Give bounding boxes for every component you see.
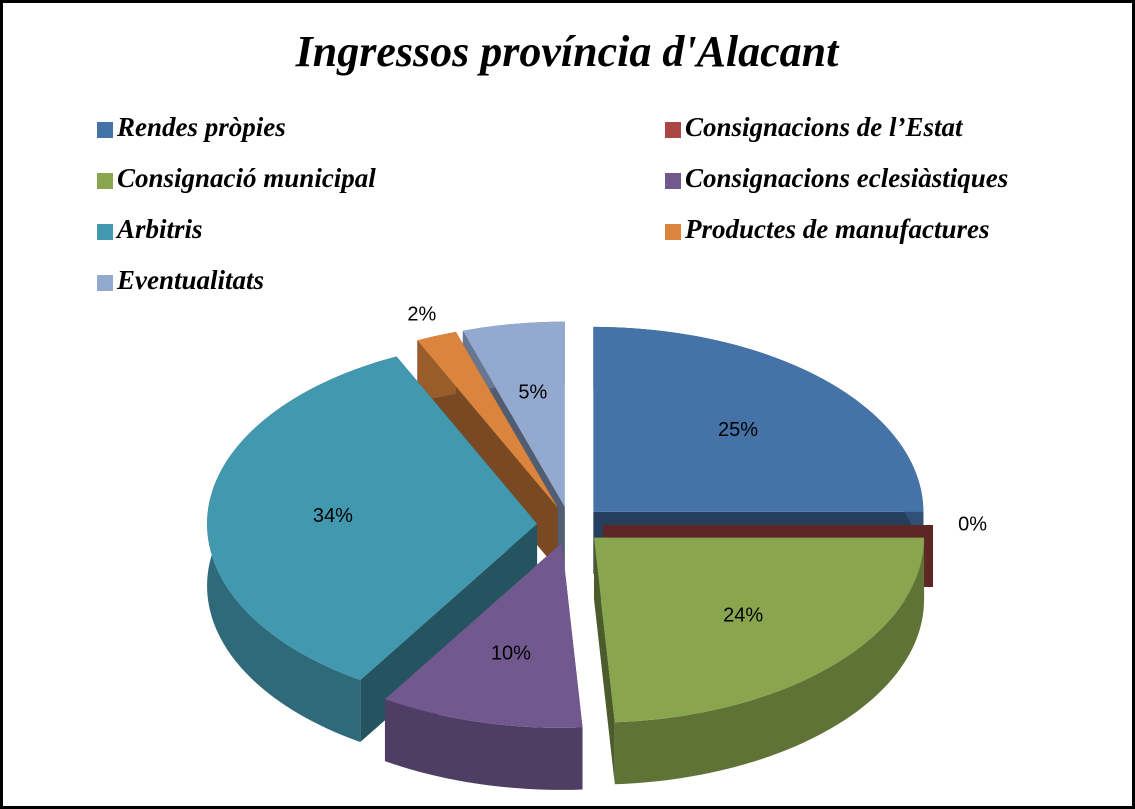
slice-top xyxy=(384,542,583,728)
legend-swatch xyxy=(97,173,113,189)
legend-label: Productes de manufactures xyxy=(684,214,990,244)
chart-title: Ingressos província d'Alacant xyxy=(295,27,841,76)
legend-swatch xyxy=(665,122,681,138)
legend-swatch xyxy=(97,275,113,291)
legend-label: Eventualitats xyxy=(116,265,264,295)
slice-side xyxy=(594,537,615,785)
slice xyxy=(207,356,538,743)
legend-label: Consignació municipal xyxy=(117,163,376,193)
data-label: 5% xyxy=(518,382,547,404)
data-label: 34% xyxy=(313,505,353,527)
slice xyxy=(594,537,925,785)
slice-top xyxy=(593,326,924,512)
legend-swatch xyxy=(665,224,681,240)
slice-top xyxy=(417,331,558,508)
slice-wall xyxy=(384,699,583,790)
slice-top xyxy=(207,356,538,681)
data-label: 25% xyxy=(718,419,758,441)
legend-label: Consignacions eclesiàstiques xyxy=(685,163,1008,193)
legend-label: Consignacions de l’Estat xyxy=(685,112,964,142)
data-label: 2% xyxy=(407,303,436,325)
data-label: 24% xyxy=(723,604,763,626)
legend-swatch xyxy=(97,224,113,240)
data-label: 10% xyxy=(491,642,531,664)
legend-label: Arbitris xyxy=(115,214,203,244)
data-label: 0% xyxy=(958,513,987,535)
legend-swatch xyxy=(665,173,681,189)
slice-top xyxy=(594,537,925,723)
slice xyxy=(384,542,583,790)
legend-swatch xyxy=(97,122,113,138)
slice-wall xyxy=(614,537,925,785)
legend-label: Rendes pròpies xyxy=(116,112,286,142)
slice-top xyxy=(462,321,565,507)
